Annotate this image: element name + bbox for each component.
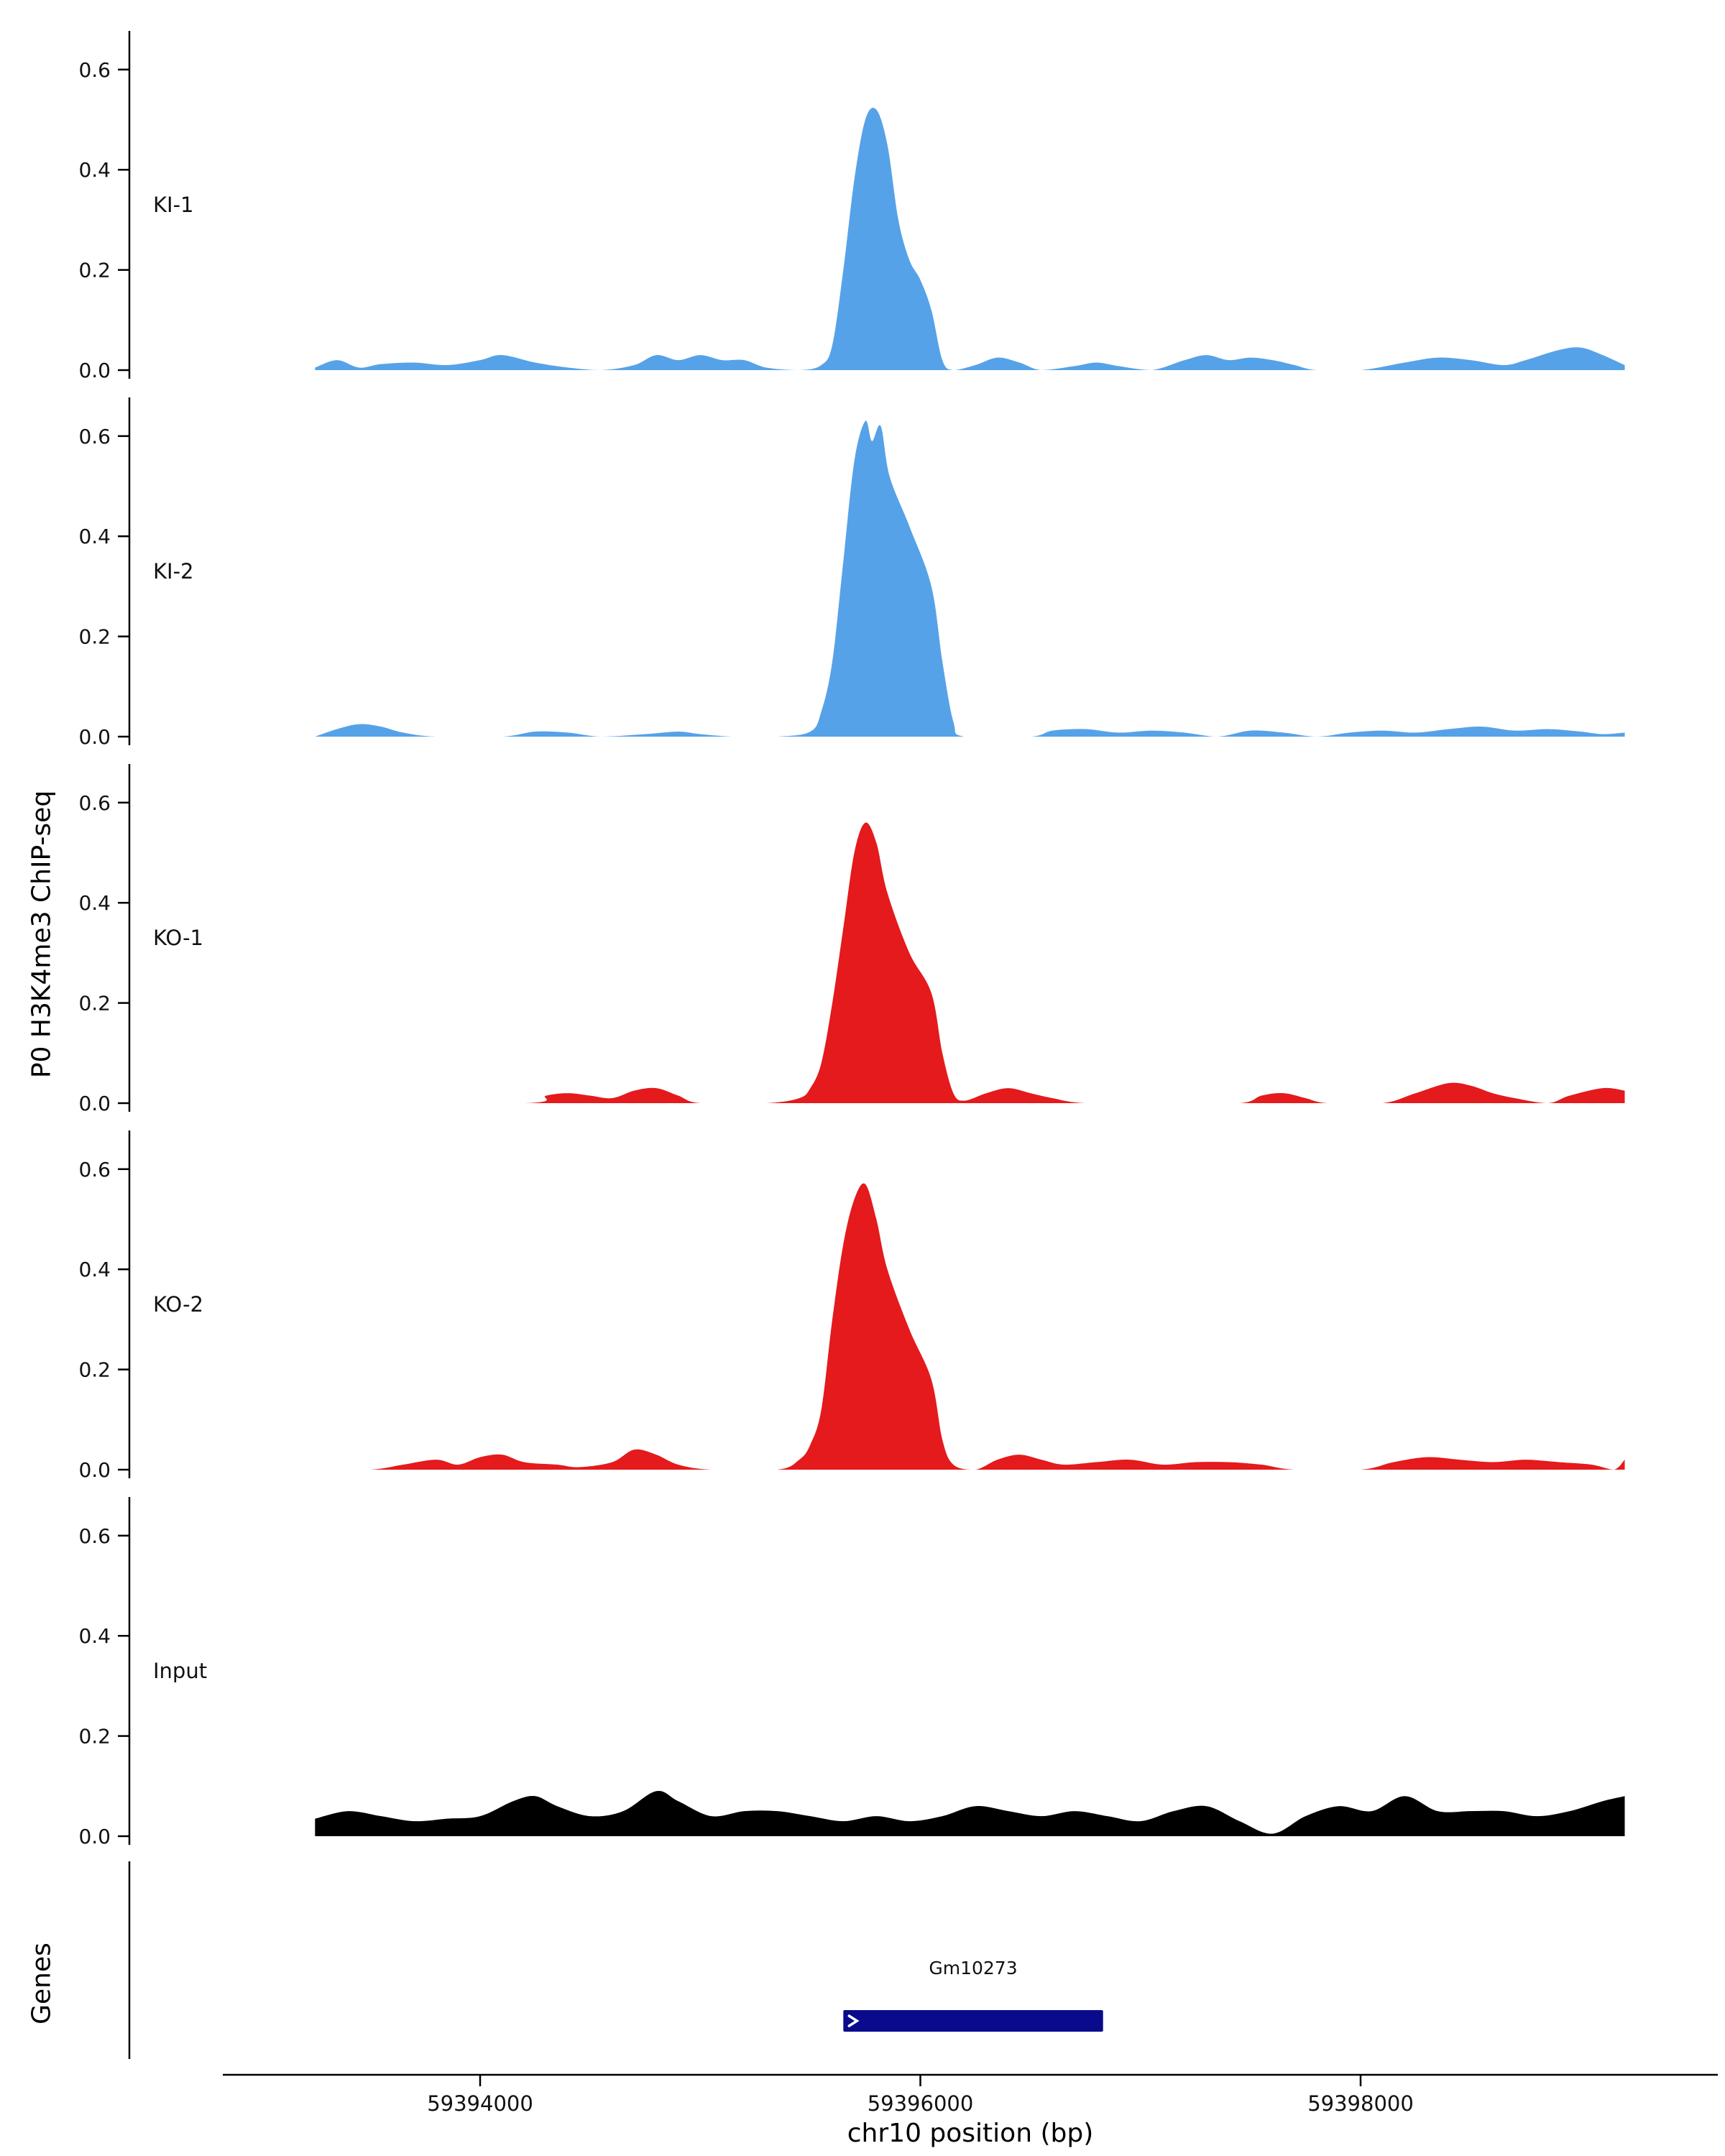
y-tick-label: 0.6 [78,58,111,82]
signal-track-Input: 0.0 0.2 0.4 0.6 Input [78,1497,1625,1848]
y-tick-label: 0.2 [78,625,111,649]
gene-label: Gm10273 [929,1958,1017,1978]
signal-area-KO-2 [315,1183,1625,1470]
signal-area-KI-2 [315,420,1625,737]
track-label-KO-1: KO-1 [153,926,203,950]
y-tick-label: 0.0 [78,1825,111,1848]
y-tick-label: 0.2 [78,1358,111,1382]
x-tick-label: 59398000 [1307,2091,1414,2116]
track-label-KO-2: KO-2 [153,1292,203,1317]
track-label-KI-1: KI-1 [153,193,194,217]
y-tick-label: 0.0 [78,359,111,382]
y-tick-label: 0.6 [78,425,111,448]
y-tick-label: 0.6 [78,1158,111,1181]
y-tick-label: 0.2 [78,1725,111,1749]
gene-body [843,2010,1103,2032]
y-tick-label: 0.4 [78,525,111,548]
x-axis-title: chr10 position (bp) [847,2119,1094,2148]
x-axis-canvas: 59394000 59396000 59398000 [223,2073,1718,2116]
signal-track-KI-2: 0.0 0.2 0.4 0.6 KI-2 [78,397,1625,749]
signal-area-KI-1 [315,107,1625,371]
y-tick-label: 0.0 [78,725,111,749]
signal-track-KI-1: 0.0 0.2 0.4 0.6 KI-1 [78,31,1625,382]
signal-track-KO-1: 0.0 0.2 0.4 0.6 KO-1 [78,764,1625,1115]
signal-area-KO-1 [315,822,1625,1103]
y-tick-label: 0.2 [78,992,111,1015]
y-tick-label: 0.4 [78,1624,111,1648]
genes-track-canvas: Gm10273 [128,1861,1103,2059]
track-label-Input: Input [153,1659,207,1683]
y-tick-label: 0.2 [78,259,111,282]
y-tick-label: 0.4 [78,1258,111,1281]
x-tick-label: 59396000 [868,2091,974,2116]
y-tick-label: 0.6 [78,1524,111,1548]
y-tick-label: 0.4 [78,158,111,182]
y-tick-label: 0.0 [78,1458,111,1482]
x-tick-label: 59394000 [427,2091,533,2116]
track-label-KI-2: KI-2 [153,559,194,584]
y-tick-label: 0.0 [78,1092,111,1115]
y-tick-label: 0.6 [78,791,111,815]
signal-area-Input [315,1790,1625,1836]
gene-strand-arrow-icon [847,2014,860,2027]
y-tick-label: 0.4 [78,891,111,915]
signal-track-KO-2: 0.0 0.2 0.4 0.6 KO-2 [78,1130,1625,1482]
